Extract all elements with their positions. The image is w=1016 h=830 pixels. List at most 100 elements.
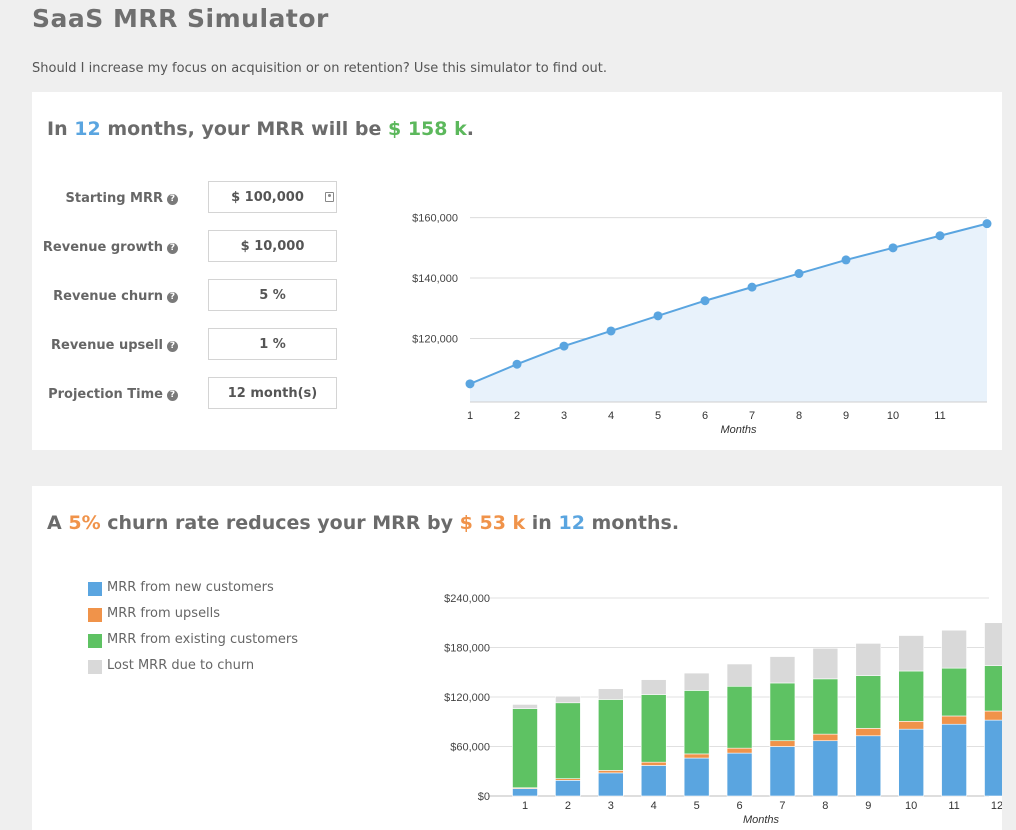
revenue-growth-input[interactable] — [208, 230, 337, 262]
data-point — [465, 379, 475, 389]
x-tick-label: 8 — [796, 410, 802, 422]
bar-segment — [898, 670, 924, 722]
bar-segment — [512, 708, 538, 789]
projection-time-input[interactable] — [208, 377, 337, 409]
field-revenue-churn: Revenue churn? — [32, 279, 352, 315]
bar-segment — [683, 757, 710, 797]
bar-segment — [941, 667, 967, 717]
bar-segment — [812, 648, 839, 680]
bar-segment — [640, 694, 667, 763]
page-subtitle: Should I increase my focus on acquisitio… — [32, 61, 608, 76]
y-tick-label: $160,000 — [412, 213, 458, 225]
churn-amount: $ 53 k — [459, 512, 526, 534]
data-point — [559, 341, 569, 351]
y-tick-label: $180,000 — [444, 643, 490, 655]
headline-mrr-value: $ 158 k — [388, 118, 467, 140]
bar-segment — [683, 690, 710, 755]
projection-headline: In 12 months, your MRR will be $ 158 k. — [47, 118, 474, 140]
revenue-churn-input[interactable] — [208, 279, 337, 311]
x-tick-label: 3 — [608, 800, 614, 812]
bar-segment — [555, 780, 581, 797]
x-tick-label: 12 — [991, 800, 1002, 812]
legend-label: MRR from upsells — [107, 606, 221, 621]
help-icon[interactable]: ? — [167, 194, 178, 205]
churn-card: A 5% churn rate reduces your MRR by $ 53… — [32, 486, 1002, 830]
churn-suffix: months. — [591, 512, 680, 534]
help-icon[interactable]: ? — [167, 292, 178, 303]
headline-middle: months, your MRR will be — [107, 118, 382, 140]
x-tick-label: 1 — [467, 410, 473, 422]
bar-segment — [941, 715, 967, 725]
help-icon[interactable]: ? — [167, 341, 178, 352]
bar-segment — [812, 740, 839, 797]
legend-label: MRR from new customers — [107, 580, 274, 595]
churn-months: 12 — [558, 512, 585, 534]
legend-swatch — [88, 660, 102, 674]
contact-card-icon[interactable] — [325, 192, 334, 202]
x-tick-label: 3 — [561, 410, 567, 422]
data-point — [512, 359, 522, 369]
data-point — [653, 311, 663, 321]
field-revenue-growth: Revenue growth? — [32, 230, 352, 266]
field-starting-mrr: Starting MRR? — [32, 181, 352, 217]
field-label: Projection Time? — [48, 387, 178, 402]
churn-rate: 5% — [68, 512, 101, 534]
bar-segment — [941, 723, 967, 797]
bar-segment — [898, 635, 924, 672]
legend-label: Lost MRR due to churn — [107, 658, 255, 673]
page-title: SaaS MRR Simulator — [32, 4, 329, 33]
bar-segment — [984, 710, 1002, 721]
data-point — [794, 269, 804, 279]
x-tick-label: 1 — [522, 800, 528, 812]
bar-segment — [812, 678, 839, 735]
field-label: Revenue growth? — [43, 240, 178, 255]
x-tick-label: 8 — [822, 800, 828, 812]
data-point — [982, 219, 992, 229]
headline-suffix: . — [466, 118, 474, 140]
x-axis-label: Months — [720, 424, 757, 436]
bar-segment — [640, 765, 667, 797]
starting-mrr-input[interactable] — [208, 181, 337, 213]
y-tick-label: $0 — [478, 791, 490, 803]
bar-segment — [598, 770, 624, 774]
bar-segment — [898, 721, 924, 730]
x-tick-label: 9 — [843, 410, 849, 422]
x-tick-label: 10 — [905, 800, 917, 812]
bar-segment — [598, 699, 624, 771]
bar-segment — [726, 685, 753, 749]
legend-label: MRR from existing customers — [107, 632, 298, 647]
bar-segment — [855, 728, 882, 737]
x-tick-label: 7 — [749, 410, 755, 422]
data-point — [888, 243, 898, 253]
bar-segment — [726, 663, 753, 687]
x-tick-label: 11 — [934, 410, 945, 422]
x-tick-label: 5 — [655, 410, 661, 422]
data-point — [606, 326, 616, 336]
churn-headline: A 5% churn rate reduces your MRR by $ 53… — [47, 512, 679, 534]
x-tick-label: 9 — [865, 800, 871, 812]
bar-segment — [769, 656, 796, 684]
x-tick-label: 2 — [514, 410, 520, 422]
field-projection-time: Projection Time? — [32, 377, 352, 413]
headline-prefix: In — [47, 118, 68, 140]
x-tick-label: 2 — [565, 800, 571, 812]
x-tick-label: 7 — [779, 800, 785, 812]
data-point — [700, 296, 710, 306]
bar-segment — [512, 704, 538, 709]
bar-segment — [855, 643, 882, 676]
help-icon[interactable]: ? — [167, 390, 178, 401]
churn-middle: churn rate reduces your MRR by — [107, 512, 454, 534]
data-point — [747, 282, 757, 292]
bar-segment — [855, 675, 882, 729]
legend-swatch — [88, 634, 102, 648]
revenue-upsell-input[interactable] — [208, 328, 337, 360]
projection-card: In 12 months, your MRR will be $ 158 k. … — [32, 92, 1002, 450]
help-icon[interactable]: ? — [167, 243, 178, 254]
field-revenue-upsell: Revenue upsell? — [32, 328, 352, 364]
bar-segment — [984, 719, 1002, 797]
data-point — [935, 231, 945, 241]
bar-segment — [898, 728, 924, 797]
churn-prefix: A — [47, 512, 62, 534]
x-tick-label: 5 — [694, 800, 700, 812]
